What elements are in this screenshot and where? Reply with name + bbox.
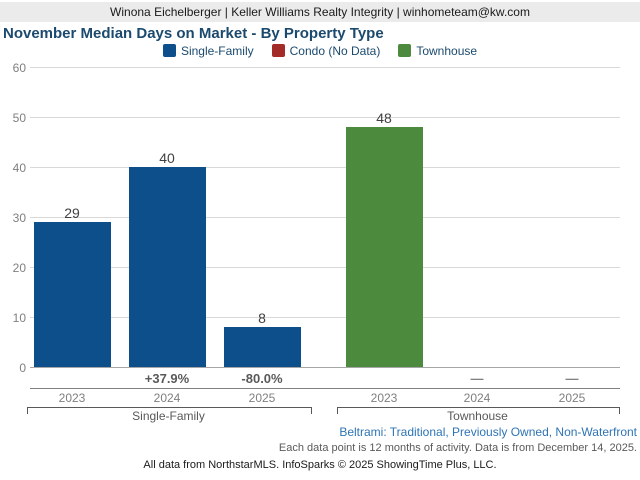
- bar-single-family-2024[interactable]: [128, 167, 206, 367]
- gridline: [30, 317, 620, 318]
- legend-label: Townhouse: [416, 43, 478, 58]
- group-label-single-family: Single-Family: [132, 409, 205, 423]
- y-tick-label: 40: [12, 161, 26, 175]
- bar-single-family-2025[interactable]: [223, 327, 301, 367]
- legend-swatch-icon: [162, 44, 176, 57]
- x-tick-year-label: 2025: [248, 391, 276, 405]
- attribution-note: All data from NorthstarMLS. InfoSparks ©…: [143, 459, 497, 471]
- change-label: -80.0%: [241, 371, 283, 386]
- change-label: +37.9%: [144, 371, 190, 386]
- y-tick-label: 10: [12, 311, 26, 325]
- legend-item-condo-no-data-[interactable]: Condo (No Data): [271, 43, 381, 58]
- legend-swatch-icon: [398, 44, 412, 57]
- gridline: [30, 267, 620, 268]
- x-axis-area: 2023 +37.9% 2024 -80.0% 2025 Single-Family 202…: [0, 368, 640, 430]
- group-bracket: [27, 407, 312, 414]
- x-tick-year-label: 2024: [153, 391, 181, 405]
- group-bracket: [337, 407, 620, 414]
- bar-value-label: 48: [376, 110, 392, 126]
- x-tick-year-label: 2023: [58, 391, 86, 405]
- year-axis-line: [30, 388, 620, 389]
- y-tick-label: 30: [12, 211, 26, 225]
- y-tick-label: 20: [12, 261, 26, 275]
- legend-item-townhouse[interactable]: Townhouse: [398, 44, 477, 58]
- gridline: [30, 167, 620, 168]
- plot-area: 0 10 20 30 40 50 60 29 40 8 48: [0, 61, 640, 375]
- legend: Single-Family Condo (No Data) Townhouse: [0, 43, 640, 58]
- bar-value-label: 40: [159, 150, 175, 166]
- legend-item-single-family[interactable]: Single-Family: [162, 43, 254, 58]
- gridline: [30, 67, 620, 68]
- x-tick-year-label: 2025: [558, 391, 586, 405]
- chart-title: November Median Days on Market - By Prop…: [3, 25, 384, 42]
- bar-townhouse-2023[interactable]: [345, 127, 423, 367]
- y-tick-label: 0: [19, 361, 26, 375]
- legend-label: Single-Family: [180, 43, 254, 58]
- x-tick-year-label: 2024: [463, 391, 491, 405]
- x-tick-year-label: 2023: [370, 391, 398, 405]
- bar-value-label: 8: [258, 310, 266, 326]
- market-filter-note: Beltrami: Traditional, Previously Owned,…: [339, 425, 637, 439]
- legend-swatch-icon: [271, 44, 285, 57]
- data-period-note: Each data point is 12 months of activity…: [278, 442, 637, 454]
- group-label-townhouse: Townhouse: [447, 409, 508, 423]
- y-tick-label: 50: [12, 111, 26, 125]
- bar-value-label: 29: [64, 205, 80, 221]
- no-data-dash: —: [565, 371, 579, 386]
- no-data-dash: —: [470, 371, 484, 386]
- gridline: [30, 117, 620, 118]
- x-axis-line: [30, 367, 620, 368]
- agent-header-text: Winona Eichelberger | Keller Williams Re…: [110, 5, 530, 19]
- agent-header-bar: Winona Eichelberger | Keller Williams Re…: [0, 2, 640, 22]
- y-tick-label: 60: [12, 61, 26, 75]
- gridline: [30, 217, 620, 218]
- bar-single-family-2023[interactable]: [33, 222, 111, 367]
- legend-label: Condo (No Data): [289, 43, 381, 58]
